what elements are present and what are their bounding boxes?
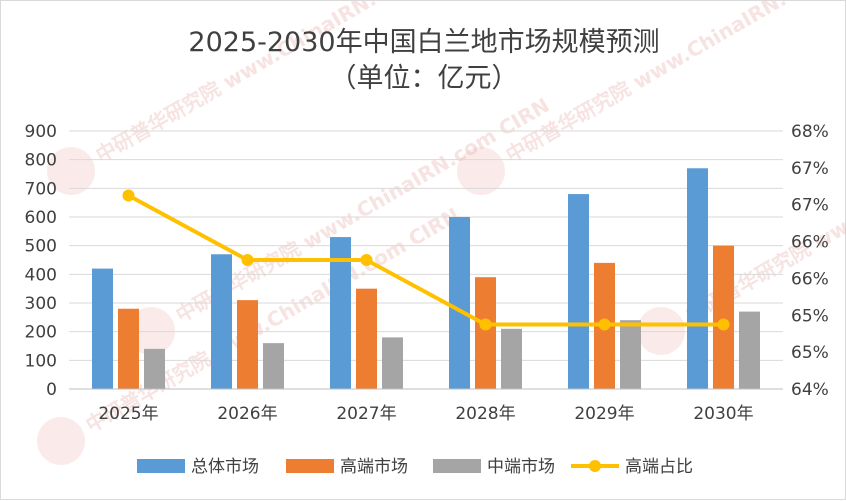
bar	[475, 277, 496, 389]
x-tick-label: 2025年	[98, 404, 158, 424]
line-point	[241, 254, 254, 266]
y-left-tick-label: 400	[25, 265, 57, 285]
y-right-tick-label: 67%	[791, 159, 829, 179]
line-point	[717, 318, 730, 331]
y-right-tick-label: 67%	[791, 196, 829, 216]
bar	[620, 320, 641, 389]
y-right-tick-label: 65%	[791, 343, 829, 363]
chart-subtitle: （单位：亿元）	[330, 63, 519, 94]
legend-label: 高端市场	[340, 457, 408, 477]
series-line	[127, 193, 724, 327]
watermark-logo	[637, 307, 685, 355]
legend-label: 中端市场	[487, 457, 555, 477]
bar	[568, 194, 589, 389]
bar	[713, 245, 734, 389]
x-tick-label: 2026年	[217, 404, 277, 424]
y-left-tick-label: 900	[25, 122, 57, 142]
bar	[118, 308, 139, 389]
chart-title: 2025-2030年中国白兰地市场规模预测	[188, 27, 659, 58]
watermark-logo	[47, 147, 95, 195]
bar	[144, 348, 165, 389]
y-axis-left: 0 100 200 300 400 500 600 700 800 900	[25, 122, 57, 400]
x-tick-label: 2029年	[574, 404, 634, 424]
gridlines	[69, 130, 783, 390]
y-right-tick-label: 64%	[791, 380, 829, 400]
y-left-tick-label: 200	[25, 323, 57, 343]
legend-swatch	[433, 459, 481, 473]
legend-swatch	[286, 459, 334, 473]
line-point	[360, 254, 373, 266]
y-right-tick-label: 66%	[791, 233, 829, 253]
legend-label: 高端占比	[625, 457, 693, 477]
bar	[263, 343, 284, 389]
x-tick-label: 2028年	[455, 404, 515, 424]
y-left-tick-label: 600	[25, 208, 57, 228]
bar	[330, 237, 351, 389]
bar	[449, 217, 470, 389]
watermark-text: 中研普华研究院 www.ChinaIRN.com CIRN	[501, 1, 846, 167]
legend: 总体市场 高端市场 中端市场 高端占比	[137, 457, 693, 477]
y-right-tick-label: 65%	[791, 306, 829, 326]
bar	[92, 268, 113, 389]
y-left-tick-label: 800	[25, 151, 57, 171]
legend-label: 总体市场	[191, 457, 259, 477]
bar	[356, 288, 377, 389]
bar-series	[92, 168, 760, 389]
bar	[382, 337, 403, 389]
bar	[237, 300, 258, 389]
watermark-logo	[457, 147, 505, 195]
y-left-tick-label: 500	[25, 237, 57, 257]
y-left-tick-label: 0	[46, 380, 57, 400]
bar	[739, 311, 760, 389]
y-right-tick-label: 68%	[791, 122, 829, 142]
y-left-tick-label: 100	[25, 351, 57, 371]
watermark-logo	[37, 417, 85, 465]
legend-swatch-marker	[589, 460, 601, 472]
line-series	[122, 189, 730, 331]
x-axis: 2025年 2026年 2027年 2028年 2029年 2030年	[69, 388, 783, 424]
x-tick-label: 2030年	[693, 404, 753, 424]
bar	[211, 254, 232, 389]
x-tick-label: 2027年	[336, 404, 396, 424]
line-point	[479, 318, 492, 331]
line-point	[122, 189, 135, 202]
bar	[501, 328, 522, 389]
bar	[687, 168, 708, 389]
legend-swatch	[137, 459, 185, 473]
y-right-tick-label: 66%	[791, 269, 829, 289]
y-left-tick-label: 300	[25, 294, 57, 314]
y-axis-right: 64% 65% 65% 66% 66% 67% 67% 68%	[791, 122, 829, 400]
line-point	[598, 318, 611, 331]
y-left-tick-label: 700	[25, 179, 57, 199]
